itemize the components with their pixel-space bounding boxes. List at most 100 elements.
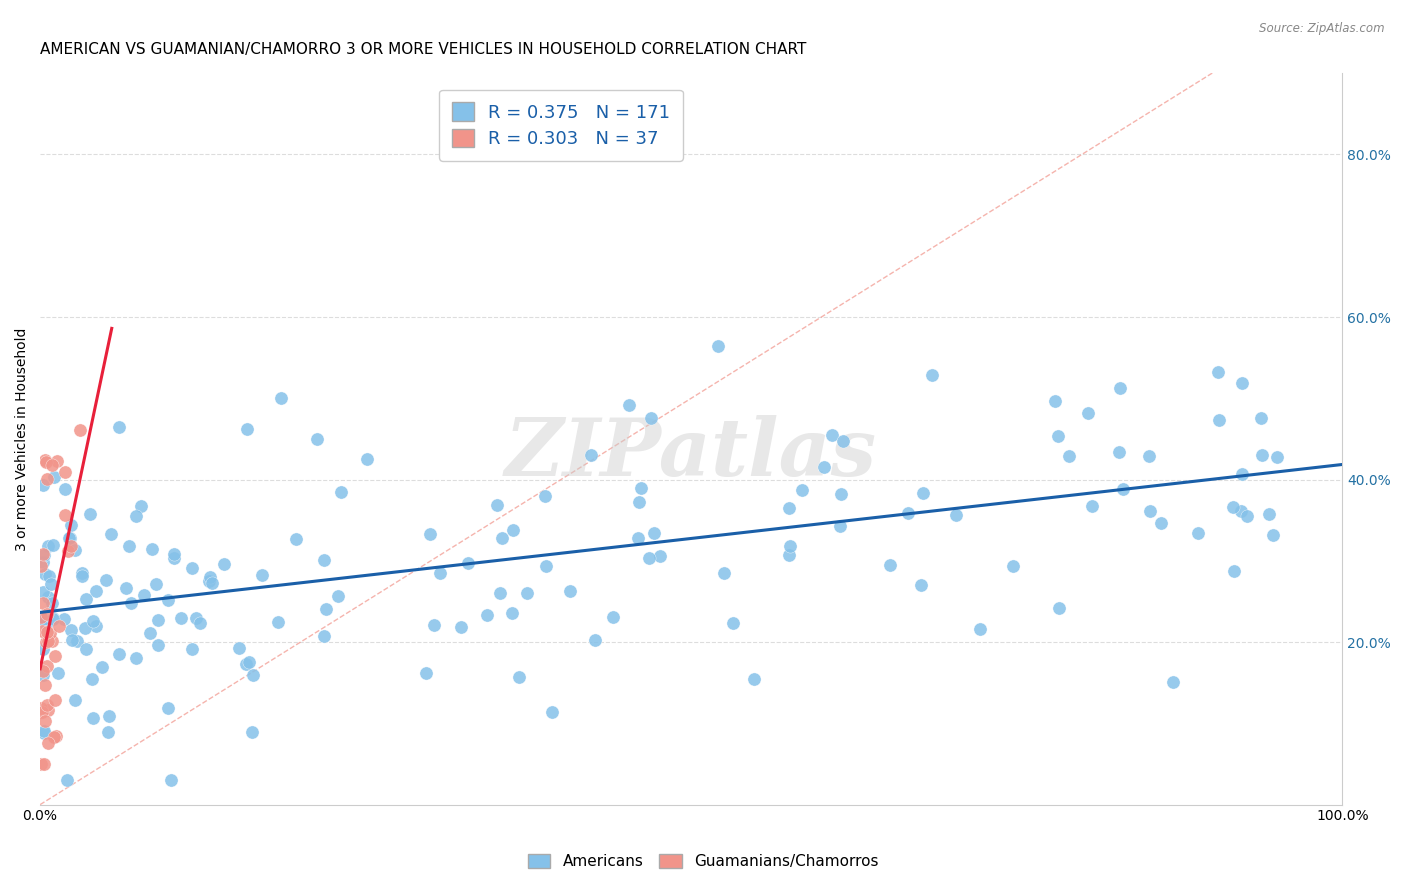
Point [37, 472, 59, 486]
Point [37, 703, 59, 717]
Point [778, 501, 800, 516]
Point [516, 585, 538, 599]
Point [628, 495, 651, 509]
Point [1081, 499, 1104, 513]
Point [48, 619, 70, 633]
Point [485, 498, 508, 512]
Point [53, 465, 76, 479]
Point [1230, 467, 1253, 481]
Point [235, 657, 257, 671]
Point [65, 543, 87, 558]
Point [145, 576, 167, 591]
Point [70, 566, 93, 580]
Point [1265, 450, 1288, 465]
Point [41, 458, 63, 472]
Point [41, 596, 63, 610]
Point [160, 773, 183, 788]
Point [1109, 381, 1132, 395]
Point [540, 705, 562, 719]
Point [139, 625, 162, 640]
Point [97, 724, 120, 739]
Point [790, 483, 813, 498]
Point [84, 619, 107, 633]
Point [450, 620, 472, 634]
Point [98, 708, 121, 723]
Point [56, 544, 79, 558]
Point [37, 634, 59, 648]
Point [163, 547, 186, 561]
Point [163, 550, 186, 565]
Y-axis label: 3 or more Vehicles in Household: 3 or more Vehicles in Household [15, 327, 30, 550]
Point [132, 588, 155, 602]
Point [312, 553, 335, 567]
Point [501, 606, 523, 620]
Point [1236, 508, 1258, 523]
Point [31, 668, 53, 682]
Point [326, 589, 349, 603]
Point [53, 508, 76, 523]
Point [188, 615, 211, 630]
Point [627, 531, 650, 545]
Point [148, 639, 170, 653]
Point [723, 616, 745, 631]
Point [37, 736, 59, 750]
Point [779, 539, 801, 553]
Point [1001, 559, 1024, 574]
Point [1251, 449, 1274, 463]
Point [31, 613, 53, 627]
Point [60, 633, 83, 648]
Point [42, 612, 65, 626]
Point [330, 484, 353, 499]
Point [118, 539, 141, 553]
Point [69, 423, 91, 437]
Point [1250, 411, 1272, 425]
Point [53, 482, 76, 496]
Point [32, 548, 55, 562]
Point [30, 701, 52, 715]
Point [45, 730, 67, 744]
Point [60, 517, 83, 532]
Point [536, 558, 558, 573]
Point [813, 459, 835, 474]
Point [31, 584, 53, 599]
Point [921, 368, 943, 383]
Point [42, 470, 65, 484]
Point [640, 411, 662, 425]
Point [198, 569, 221, 583]
Point [35, 455, 58, 469]
Point [1108, 445, 1130, 459]
Point [305, 432, 328, 446]
Point [100, 527, 122, 541]
Point [1208, 413, 1230, 427]
Point [910, 578, 932, 592]
Point [46, 454, 69, 468]
Point [125, 651, 148, 665]
Point [56, 772, 79, 787]
Point [477, 607, 499, 622]
Point [419, 526, 441, 541]
Point [30, 610, 52, 624]
Point [70, 569, 93, 583]
Point [82, 711, 104, 725]
Point [240, 725, 263, 739]
Point [644, 525, 666, 540]
Point [1208, 365, 1230, 379]
Point [59, 531, 82, 545]
Point [778, 548, 800, 562]
Point [82, 672, 104, 686]
Text: ZIPatlas: ZIPatlas [505, 415, 877, 492]
Point [912, 486, 935, 500]
Point [212, 557, 235, 571]
Point [742, 672, 765, 686]
Point [198, 574, 221, 588]
Point [31, 596, 53, 610]
Point [96, 574, 118, 588]
Point [457, 556, 479, 570]
Point [1230, 504, 1253, 518]
Point [156, 593, 179, 607]
Point [1161, 675, 1184, 690]
Point [157, 700, 180, 714]
Point [201, 576, 224, 591]
Point [31, 477, 53, 491]
Point [37, 590, 59, 604]
